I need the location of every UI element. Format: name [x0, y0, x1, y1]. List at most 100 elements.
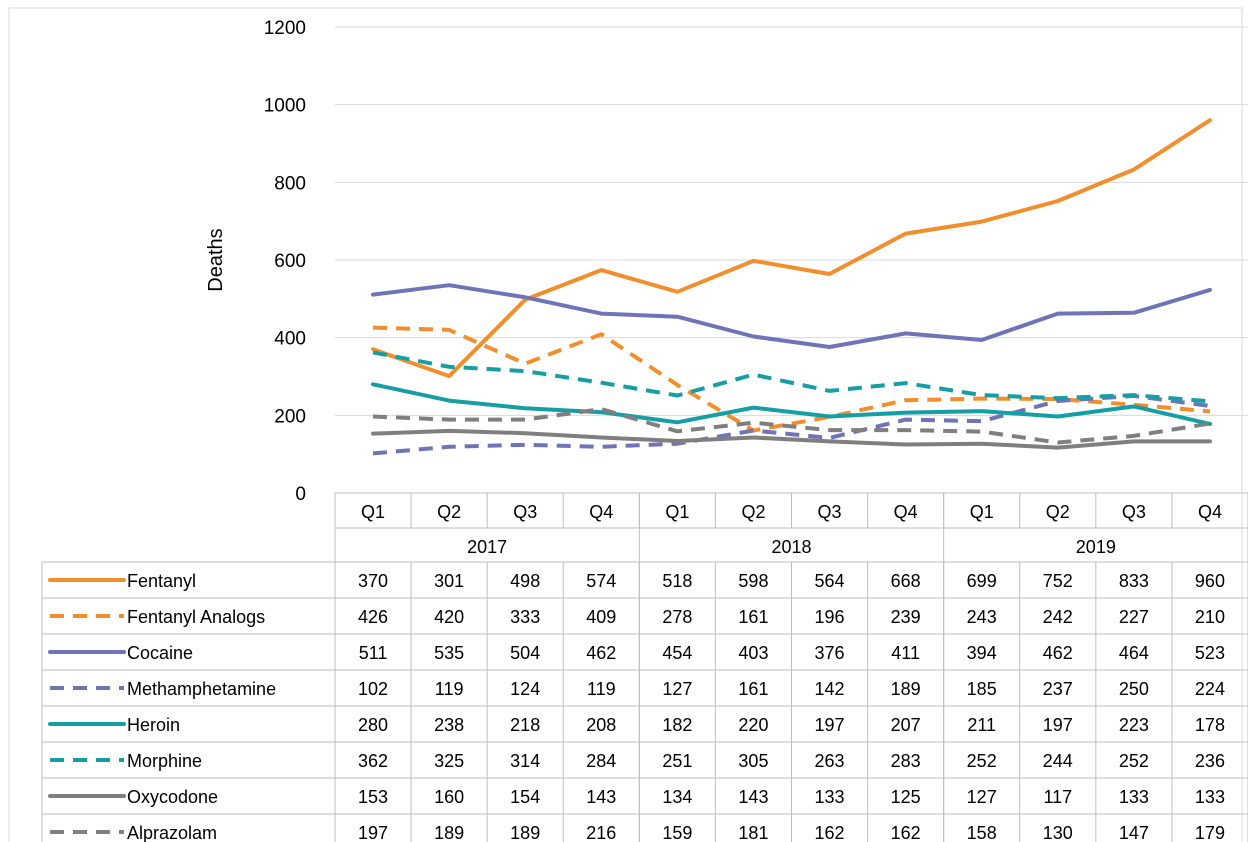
x-tick-label: Q1 [361, 502, 385, 522]
data-label: 161 [738, 607, 768, 627]
data-label: 462 [1043, 643, 1073, 663]
data-label: 314 [510, 751, 540, 771]
y-axis-label: Deaths [205, 228, 227, 291]
data-label: 119 [435, 679, 464, 699]
data-label: 161 [738, 679, 768, 699]
year-label: 2018 [771, 537, 811, 557]
data-label: 162 [891, 823, 921, 842]
y-tick-label: 400 [274, 329, 306, 350]
data-label: 333 [510, 607, 540, 627]
data-label: 223 [1119, 715, 1149, 735]
x-tick-label: Q1 [665, 502, 689, 522]
data-label: 189 [434, 823, 464, 842]
series-lines [371, 118, 1212, 456]
data-label: 185 [967, 679, 997, 699]
data-label: 243 [967, 607, 997, 627]
data-label: 370 [358, 571, 388, 591]
data-label: 426 [358, 607, 388, 627]
year-label: 2017 [467, 537, 507, 557]
data-label: 252 [1119, 751, 1149, 771]
legend-label: Fentanyl Analogs [127, 607, 265, 627]
data-label: 960 [1195, 571, 1225, 591]
legend-label: Morphine [127, 751, 202, 771]
data-label: 283 [891, 751, 921, 771]
data-label: 162 [815, 823, 845, 842]
data-label: 523 [1195, 643, 1225, 663]
data-table: Q1 Q2 Q3 Q4 Q1 Q2 Q3 Q4 Q1 Q2 Q3 Q4 2017 2018 2019 Fent… [41, 492, 1248, 842]
y-tick-label: 200 [274, 406, 306, 427]
data-label: 197 [358, 823, 388, 842]
y-tick-label: 0 [295, 484, 306, 505]
series-line [371, 118, 1212, 379]
data-label: 238 [434, 715, 464, 735]
data-label: 127 [662, 679, 692, 699]
x-tick-label: Q2 [437, 502, 461, 522]
data-label: 454 [662, 643, 692, 663]
x-tick-label: Q2 [741, 502, 765, 522]
legend-label: Heroin [127, 715, 180, 735]
data-label: 196 [815, 607, 845, 627]
data-label: 239 [891, 607, 921, 627]
legend-label: Oxycodone [127, 787, 218, 807]
data-label: 179 [1195, 823, 1225, 842]
data-label: 535 [434, 643, 464, 663]
data-label: 250 [1119, 679, 1149, 699]
y-tick-label: 1000 [264, 96, 306, 117]
data-label: 130 [1043, 823, 1073, 842]
data-label: 362 [358, 751, 388, 771]
data-label: 668 [891, 571, 921, 591]
data-label: 133 [1195, 787, 1225, 807]
series-line [372, 350, 1211, 404]
data-label: 147 [1119, 823, 1149, 842]
x-tick-label: Q4 [894, 502, 918, 522]
data-label: 197 [815, 715, 845, 735]
data-label: 252 [967, 751, 997, 771]
data-label: 134 [662, 787, 692, 807]
data-label: 301 [434, 571, 464, 591]
data-label: 210 [1195, 607, 1225, 627]
data-label: 182 [662, 715, 692, 735]
data-label: 158 [967, 823, 997, 842]
series-line [372, 393, 1211, 456]
series-line [372, 407, 1211, 445]
data-label: 154 [510, 787, 540, 807]
x-tick-label: Q2 [1046, 502, 1070, 522]
data-label: 127 [967, 787, 997, 807]
data-label: 216 [586, 823, 616, 842]
data-label: 376 [815, 643, 845, 663]
data-label: 394 [967, 643, 997, 663]
data-label: 124 [510, 679, 540, 699]
series-line [371, 382, 1212, 426]
data-label: 518 [662, 571, 692, 591]
legend-label: Cocaine [127, 643, 193, 663]
data-label: 133 [815, 787, 845, 807]
data-label: 574 [586, 571, 616, 591]
data-label: 207 [891, 715, 921, 735]
data-label: 218 [510, 715, 540, 735]
chart-frame [8, 7, 1243, 842]
data-label: 305 [738, 751, 768, 771]
data-label: 504 [510, 643, 540, 663]
data-label: 564 [815, 571, 845, 591]
data-label: 220 [738, 715, 768, 735]
data-label: 160 [434, 787, 464, 807]
series-line [372, 325, 1211, 433]
x-tick-label: Q3 [1122, 502, 1146, 522]
data-label: 411 [891, 643, 920, 663]
data-label: 278 [662, 607, 692, 627]
data-label: 102 [358, 679, 388, 699]
data-label: 498 [510, 571, 540, 591]
data-label: 251 [662, 751, 692, 771]
y-tick-label: 600 [274, 251, 306, 272]
x-tick-label: Q3 [513, 502, 537, 522]
x-tick-label: Q3 [818, 502, 842, 522]
data-label: 159 [662, 823, 692, 842]
y-tick-label: 1200 [264, 18, 306, 39]
data-label: 403 [738, 643, 768, 663]
data-label: 153 [358, 787, 388, 807]
data-label: 420 [434, 607, 464, 627]
data-label: 119 [587, 679, 616, 699]
data-label: 227 [1119, 607, 1149, 627]
data-label: 284 [586, 751, 616, 771]
